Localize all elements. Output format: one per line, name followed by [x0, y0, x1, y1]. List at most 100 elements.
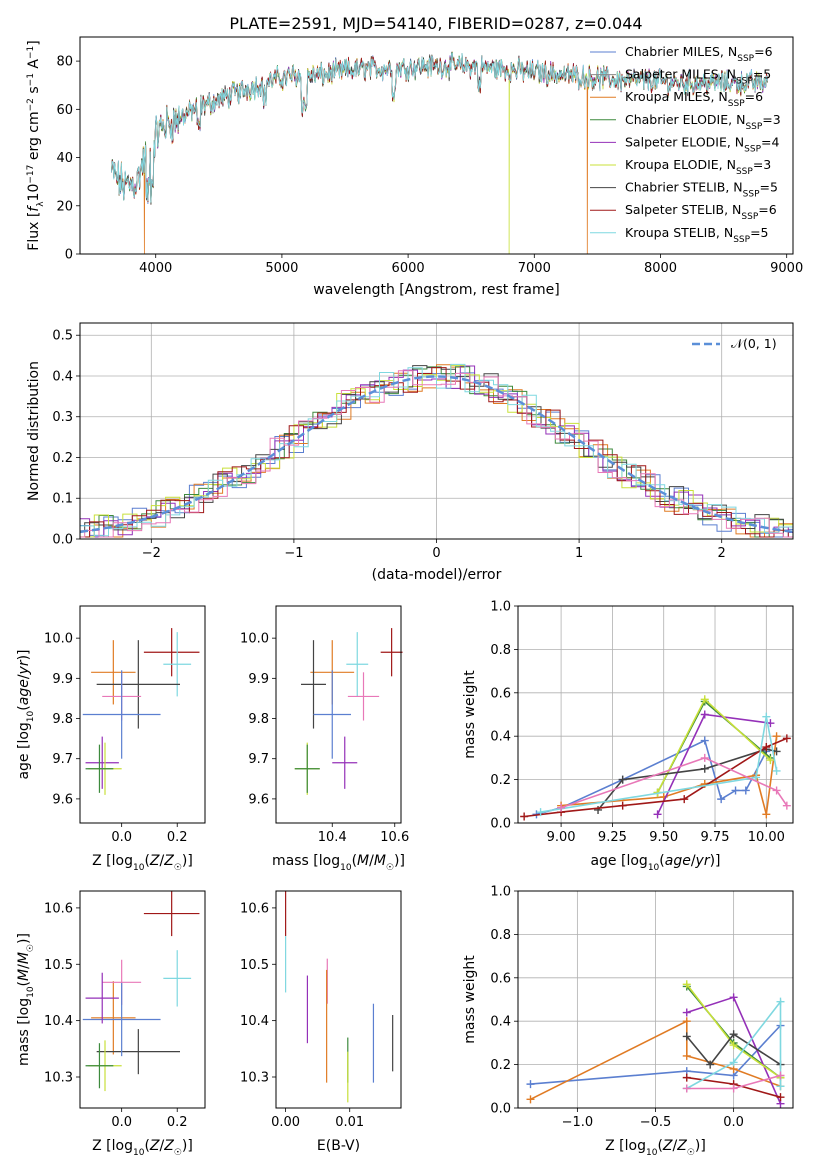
massweight-vs-Z-point-marker	[729, 1084, 738, 1093]
massweight-vs-age-point-marker	[557, 803, 566, 812]
mass-vs-ebv-axes-frame	[275, 890, 402, 1109]
massweight-vs-age-series-line	[540, 716, 778, 813]
spectrum-legend-label: Chabrier STELIB, NSSP=5	[625, 180, 778, 200]
massweight-vs-age-ticklabel-x: 10.00	[748, 830, 785, 845]
age-vs-Z-ticklabel-x: 0.2	[167, 830, 188, 845]
massweight-vs-age-point-marker	[618, 801, 627, 810]
massweight-vs-age-series-line	[561, 736, 778, 815]
mass-vs-Z-ticklabel-y: 10.5	[44, 958, 73, 973]
spectrum-legend-label: Chabrier ELODIE, NSSP=3	[625, 112, 781, 132]
massweight-vs-Z-ylabel: mass weight	[462, 955, 478, 1044]
spectrum-ticklabel-y: 20	[56, 199, 73, 214]
mass-vs-Z-ylabel: mass [log10(M/M☉)]	[16, 933, 36, 1066]
age-vs-mass-ticklabel-y: 9.6	[248, 792, 269, 807]
spectrum-lines	[111, 51, 768, 254]
massweight-vs-age-point-marker	[731, 786, 740, 795]
age-vs-mass-ticklabel-x: 10.6	[380, 830, 409, 845]
age-vs-Z-xlabel: Z [log10(Z/Z☉)]	[92, 853, 193, 873]
mass-vs-ebv-ticklabel-x: 0.00	[271, 1115, 300, 1130]
spectrum-ticklabel-x: 4000	[139, 261, 172, 276]
massweight-vs-age-point-marker	[653, 810, 662, 819]
spectrum-series-line	[111, 51, 768, 254]
age-vs-mass-xlabel: mass [log10(M/M☉)]	[272, 853, 405, 873]
massweight-vs-Z-point-marker	[526, 1080, 535, 1089]
spectrum-ylabel: Flux [fλ10−17 erg cm−2 s−1 A−1]	[26, 40, 46, 250]
massweight-vs-Z-xlabel: Z [log10(Z/Z☉)]	[605, 1138, 706, 1158]
massweight-vs-age-point-marker	[717, 795, 726, 804]
massweight-vs-age-ticklabel-y: 0.8	[490, 643, 511, 658]
figure-title: PLATE=2591, MJD=54140, FIBERID=0287, z=0…	[229, 14, 642, 33]
age-vs-Z-axes-frame	[79, 605, 206, 824]
massweight-vs-age-ticklabel-x: 9.25	[598, 830, 627, 845]
residuals-histogram-series	[79, 370, 793, 539]
residuals-ticklabel-y: 0.0	[52, 533, 73, 548]
residuals-ticklabel-x: 0	[432, 546, 440, 561]
massweight-vs-Z-point-marker	[729, 1058, 738, 1067]
massweight-vs-age-point-marker	[772, 732, 781, 741]
age-vs-Z-ticklabel-y: 9.7	[52, 752, 73, 767]
age-vs-Z-ticklabel-y: 9.8	[52, 712, 73, 727]
normal-reference-curve	[79, 375, 794, 534]
massweight-vs-age-point-marker	[700, 710, 709, 719]
mass-vs-ebv-ticklabel-y: 10.3	[240, 1071, 269, 1086]
residuals-ylabel: Normed distribution	[26, 361, 42, 501]
massweight-vs-Z-point-marker	[682, 1073, 691, 1082]
massweight-vs-Z-point-marker	[729, 1030, 738, 1039]
mass-vs-Z-xlabel: Z [log10(Z/Z☉)]	[92, 1138, 193, 1158]
massweight-vs-age-point-marker	[741, 786, 750, 795]
massweight-vs-Z-ticklabel-x: −0.5	[640, 1115, 672, 1130]
massweight-vs-age-point-marker	[700, 736, 709, 745]
residuals-ticklabel-y: 0.3	[52, 410, 73, 425]
age-vs-mass-ticklabel-y: 9.7	[248, 752, 269, 767]
residuals-ticklabel-y: 0.4	[52, 369, 73, 384]
massweight-vs-Z-ticklabel-y: 1.0	[490, 885, 511, 900]
massweight-vs-age-point-marker	[766, 756, 775, 765]
massweight-vs-age-point-marker	[700, 753, 709, 762]
spectrum-ticklabel-y: 0	[65, 248, 73, 263]
massweight-vs-Z-ticklabel-y: 0.6	[490, 971, 511, 986]
massweight-vs-age-point-marker	[520, 812, 529, 821]
age-vs-Z-ticklabel-y: 9.9	[52, 672, 73, 687]
massweight-vs-Z-axes-frame	[517, 890, 794, 1109]
spectrum-legend-label: Kroupa ELODIE, NSSP=3	[625, 157, 771, 177]
massweight-vs-age-ticklabel-y: 0.4	[490, 730, 511, 745]
massweight-vs-age-ticklabel-y: 1.0	[490, 600, 511, 615]
residuals-ticklabel-x: 2	[718, 546, 726, 561]
massweight-vs-age-ticklabel-y: 0.2	[490, 773, 511, 788]
massweight-vs-age-ticklabel-x: 9.75	[701, 830, 730, 845]
massweight-vs-Z-point-marker	[526, 1095, 535, 1104]
massweight-vs-Z-ticklabel-y: 0.8	[490, 928, 511, 943]
massweight-vs-age-ticklabel-y: 0.0	[490, 817, 511, 832]
residuals-ticklabel-x: −1	[284, 546, 303, 561]
massweight-vs-age-ticklabel-x: 9.50	[649, 830, 678, 845]
spectrum-legend-label: Kroupa STELIB, NSSP=5	[625, 225, 769, 245]
mass-vs-ebv-ticklabel-y: 10.4	[240, 1014, 269, 1029]
massweight-vs-Z-point-marker	[729, 1041, 738, 1050]
massweight-vs-Z-series-line	[686, 1033, 781, 1066]
age-vs-mass-ticklabel-x: 10.4	[318, 830, 347, 845]
massweight-vs-Z-point-marker	[729, 993, 738, 1002]
massweight-vs-age-axes-frame	[517, 605, 794, 824]
residuals-histogram-series	[79, 365, 793, 539]
massweight-vs-Z-point-marker	[682, 1051, 691, 1060]
massweight-vs-Z-ticklabel-y: 0.0	[490, 1102, 511, 1117]
residuals-ticklabel-y: 0.1	[52, 492, 73, 507]
massweight-vs-age-point-marker	[700, 695, 709, 704]
massweight-vs-age-point-marker	[772, 786, 781, 795]
massweight-vs-age-point-marker	[762, 743, 771, 752]
spectrum-ticklabel-x: 6000	[392, 261, 425, 276]
mass-vs-Z-ticklabel-x: 0.2	[167, 1115, 188, 1130]
residuals-ticklabel-y: 0.2	[52, 451, 73, 466]
age-vs-Z-ticklabel-y: 10.0	[44, 632, 73, 647]
age-vs-mass-axes-frame	[275, 605, 402, 824]
residuals-axes-frame	[79, 322, 794, 540]
massweight-vs-age-ticklabel-y: 0.6	[490, 686, 511, 701]
massweight-vs-age-point-marker	[772, 747, 781, 756]
massweight-vs-age-ticklabel-x: 9.00	[547, 830, 576, 845]
age-vs-Z-ticklabel-y: 9.6	[52, 792, 73, 807]
age-vs-Z-ylabel: age [log10(age/yr)]	[16, 649, 36, 779]
mass-vs-Z-axes-frame	[79, 890, 206, 1109]
massweight-vs-age-point-marker	[752, 773, 761, 782]
massweight-vs-Z-point-marker	[776, 1093, 785, 1102]
